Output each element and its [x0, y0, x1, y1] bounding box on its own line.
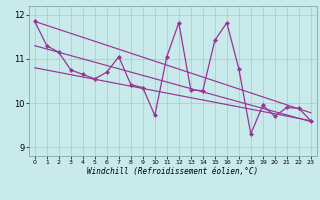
- X-axis label: Windchill (Refroidissement éolien,°C): Windchill (Refroidissement éolien,°C): [87, 167, 258, 176]
